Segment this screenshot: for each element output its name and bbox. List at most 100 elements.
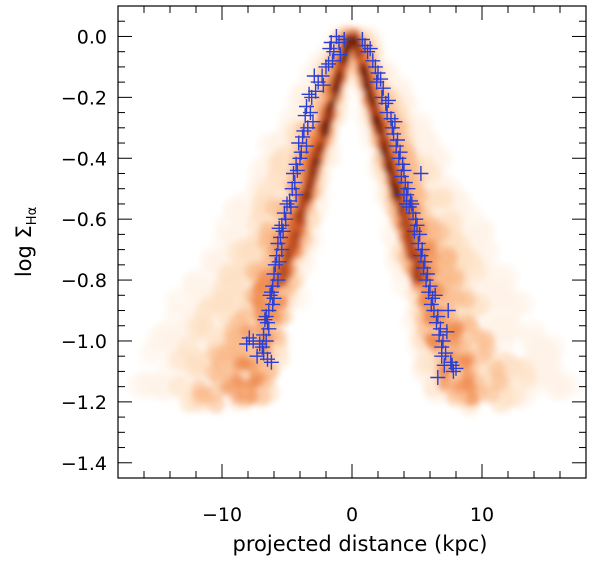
scatter-point xyxy=(254,339,270,355)
density-blob xyxy=(306,180,315,189)
scatter-point xyxy=(266,266,282,282)
y-tick-label: −1.2 xyxy=(61,392,107,414)
scatter-point xyxy=(396,162,412,178)
scatter-point xyxy=(287,175,303,191)
density-blob xyxy=(321,124,330,133)
scatter-point xyxy=(412,226,428,242)
scatter-point xyxy=(286,166,301,181)
scatter-point xyxy=(386,126,402,142)
scatter-point xyxy=(393,169,409,184)
density-blob xyxy=(423,331,438,346)
density-blob xyxy=(490,372,509,391)
scatter-point xyxy=(291,135,307,151)
density-blob xyxy=(260,268,275,283)
scatter-point xyxy=(396,187,412,203)
scatter-point xyxy=(261,303,277,318)
scatter-point xyxy=(278,211,294,227)
scatter-point xyxy=(438,345,454,361)
scatter-point xyxy=(301,86,317,102)
density-blob xyxy=(438,268,456,287)
density-blob xyxy=(390,182,399,191)
x-tick-label: −10 xyxy=(202,504,242,526)
scatter-point xyxy=(426,303,442,318)
scatter-point xyxy=(439,324,455,340)
density-blob xyxy=(324,106,333,114)
density-blob xyxy=(254,279,269,294)
scatter-point xyxy=(374,89,390,105)
y-tick-label: −1.0 xyxy=(61,331,107,353)
scatter-point xyxy=(416,260,431,276)
density-blob xyxy=(493,386,516,409)
scatter-point xyxy=(258,309,274,325)
scatter-point xyxy=(275,223,291,239)
scatter-point xyxy=(332,47,348,63)
scatter-point xyxy=(257,312,273,328)
scatter-point xyxy=(300,120,316,136)
scatter-point xyxy=(432,321,448,337)
scatter-point xyxy=(395,156,411,172)
scatter-point xyxy=(434,348,450,364)
scatter-point xyxy=(249,348,265,364)
scatter-point xyxy=(422,278,438,294)
scatter-point xyxy=(380,92,396,108)
scatter-point xyxy=(400,181,416,197)
scatter-point xyxy=(413,166,429,181)
scatter-point xyxy=(288,156,304,172)
density-blob xyxy=(368,98,377,107)
density-blob xyxy=(330,94,339,103)
scatter-point xyxy=(362,41,378,57)
scatter-point xyxy=(299,99,314,114)
density-blob xyxy=(460,370,475,385)
x-tick-labels: −10 0 10 xyxy=(202,504,494,526)
density-blob xyxy=(230,191,257,218)
density-blob xyxy=(362,81,371,90)
scatter-point xyxy=(322,41,338,57)
density-blobs xyxy=(127,24,580,416)
density-map xyxy=(127,24,580,416)
scatter-point xyxy=(297,108,313,124)
scatter-point xyxy=(292,150,308,166)
density-blob xyxy=(464,259,487,282)
density-blob xyxy=(193,313,215,336)
density-blob xyxy=(291,228,302,239)
density-blob xyxy=(376,128,385,136)
scatter-point xyxy=(318,59,334,75)
scatter-point xyxy=(384,120,400,136)
density-blob xyxy=(472,346,491,365)
density-blob xyxy=(282,246,293,256)
scatter-point xyxy=(405,205,421,221)
y-tick-labels: 0.0 −0.2 −0.4 −0.6 −0.8 −1.0 −1.2 −1.4 xyxy=(61,26,107,474)
scatter-point xyxy=(435,333,451,349)
density-blob xyxy=(350,37,359,46)
scatter-point xyxy=(354,32,370,47)
x-tick-label: 0 xyxy=(346,504,358,526)
y-tick-label: −1.4 xyxy=(61,453,107,475)
scatter-point xyxy=(321,56,337,72)
scatter-point xyxy=(392,144,408,160)
density-blob xyxy=(488,281,515,308)
scatter-point xyxy=(308,83,324,99)
scatter-point xyxy=(293,144,309,160)
scatter-point xyxy=(410,236,426,251)
density-blob xyxy=(386,159,394,168)
density-blob xyxy=(422,310,436,325)
density-blob xyxy=(234,377,249,392)
density-blob xyxy=(240,324,254,339)
density-blob xyxy=(134,370,161,397)
scatter-point xyxy=(397,175,413,191)
scatter-point xyxy=(270,236,286,251)
scatter-point xyxy=(267,257,283,273)
density-blob xyxy=(415,352,438,375)
scatter-point xyxy=(276,205,292,221)
density-blob xyxy=(320,130,329,139)
scatter-point xyxy=(326,44,342,60)
density-blob xyxy=(449,319,464,334)
scatter-point xyxy=(306,68,322,84)
scatter-point xyxy=(430,370,446,385)
scatter-point xyxy=(383,111,399,127)
density-blob xyxy=(296,201,307,212)
y-tick-label: −0.4 xyxy=(61,148,107,170)
x-axis-label: projected distance (kpc) xyxy=(233,532,488,556)
scatter-point xyxy=(325,53,340,69)
scatter-point xyxy=(271,220,287,236)
